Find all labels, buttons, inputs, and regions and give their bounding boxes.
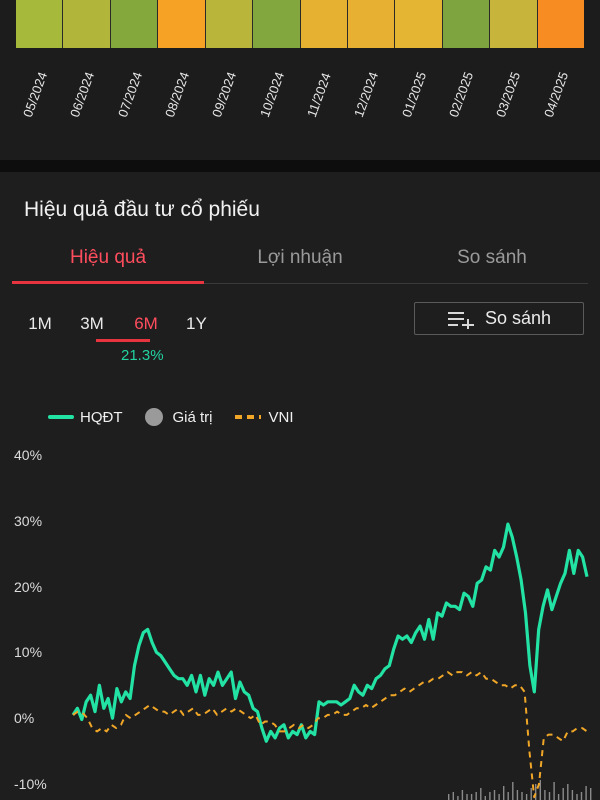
heatmap-cell-6[interactable] xyxy=(300,0,348,48)
volume-bar xyxy=(576,794,578,800)
volume-bar xyxy=(503,786,505,800)
performance-tabs: Hiệu quả Lợi nhuận So sánh xyxy=(12,242,588,284)
legend-label-gia-tri: Giá trị xyxy=(172,408,213,426)
y-tick-label: 20% xyxy=(14,579,43,595)
series-line-vni xyxy=(72,671,588,799)
volume-bar xyxy=(466,794,468,800)
range-1y-button[interactable]: 1Y xyxy=(186,314,207,333)
y-tick-label: 30% xyxy=(14,513,43,529)
volume-bar xyxy=(544,790,546,800)
tab-so-sanh[interactable]: So sánh xyxy=(457,247,527,268)
tab-hieu-qua[interactable]: Hiệu quả xyxy=(12,242,204,284)
volume-bar xyxy=(562,788,564,800)
monthly-heatmap-panel: 05/2024 06/2024 07/2024 08/2024 09/2024 … xyxy=(0,0,600,160)
heatmap-cell-7[interactable] xyxy=(347,0,396,48)
legend-dot-swatch xyxy=(144,408,163,426)
tab-loi-nhuan[interactable]: Lợi nhuận xyxy=(257,247,343,268)
heatmap-cell-2[interactable] xyxy=(110,0,159,48)
volume-bar xyxy=(553,782,555,800)
compare-button-label: So sánh xyxy=(484,308,552,328)
volume-bar xyxy=(530,788,532,800)
legend-dash-swatch xyxy=(234,415,261,419)
volume-bar xyxy=(475,792,477,800)
legend-line-swatch xyxy=(48,415,74,419)
heatmap-cell-11[interactable] xyxy=(537,0,585,48)
legend-item-gia-tri[interactable]: Giá trị xyxy=(144,408,213,426)
volume-bar xyxy=(457,796,459,800)
range-6m-button[interactable]: 6M xyxy=(134,314,158,333)
heatmap-cell-5[interactable] xyxy=(253,0,301,48)
series-line-hqdt xyxy=(71,522,589,743)
volume-bar xyxy=(585,786,587,800)
volume-bar xyxy=(484,796,486,800)
volume-bar xyxy=(493,790,496,800)
volume-bar xyxy=(567,784,569,800)
volume-bar xyxy=(470,794,473,800)
volume-bar xyxy=(480,788,482,800)
chart-legend: HQĐT Giá trị VNI xyxy=(48,408,316,426)
volume-bar xyxy=(489,792,491,800)
volume-bar xyxy=(571,790,574,800)
range-1m-button[interactable]: 1M xyxy=(28,314,52,333)
compare-button[interactable]: So sánh xyxy=(414,302,584,335)
volume-bar xyxy=(557,794,560,800)
monthly-heatmap-row xyxy=(16,0,585,48)
volume-bar xyxy=(448,794,450,800)
legend-label-vni: VNI xyxy=(268,408,294,426)
legend-item-vni[interactable]: VNI xyxy=(234,408,294,426)
y-tick-label: 0% xyxy=(14,710,35,726)
volume-bar xyxy=(461,790,464,800)
legend-item-hqdt[interactable]: HQĐT xyxy=(48,409,123,426)
heatmap-cell-0[interactable] xyxy=(16,0,64,48)
legend-label-hqdt: HQĐT xyxy=(80,408,123,426)
heatmap-cell-1[interactable] xyxy=(63,0,111,48)
y-tick-label: 40% xyxy=(14,447,43,463)
y-tick-label: 10% xyxy=(14,644,43,660)
volume-bar xyxy=(590,788,592,800)
volume-bar xyxy=(516,790,519,800)
section-title: Hiệu quả đầu tư cổ phiếu xyxy=(24,198,260,221)
y-tick-label: -10% xyxy=(14,776,47,792)
volume-bar xyxy=(512,782,514,800)
section-divider xyxy=(0,160,600,172)
time-range-selector: 1M 3M 6M 1Y xyxy=(26,314,207,334)
heatmap-cell-10[interactable] xyxy=(490,0,538,48)
volume-bar xyxy=(548,792,551,800)
heatmap-cell-9[interactable] xyxy=(442,0,491,48)
volume-bar xyxy=(521,792,523,800)
range-3m-button[interactable]: 3M xyxy=(80,314,104,333)
selected-range-return: 21.3% xyxy=(121,347,164,364)
volume-bar xyxy=(580,792,583,800)
heatmap-cell-4[interactable] xyxy=(205,0,254,48)
heatmap-cell-3[interactable] xyxy=(158,0,206,48)
playlist-add-icon xyxy=(447,311,474,329)
volume-bar xyxy=(535,784,537,800)
range-selected-indicator xyxy=(96,339,150,342)
volume-bar xyxy=(525,794,528,800)
volume-bar xyxy=(498,794,500,800)
volume-bar xyxy=(452,792,454,800)
volume-bar xyxy=(507,792,509,800)
volume-bar xyxy=(539,780,541,800)
heatmap-cell-8[interactable] xyxy=(395,0,443,48)
